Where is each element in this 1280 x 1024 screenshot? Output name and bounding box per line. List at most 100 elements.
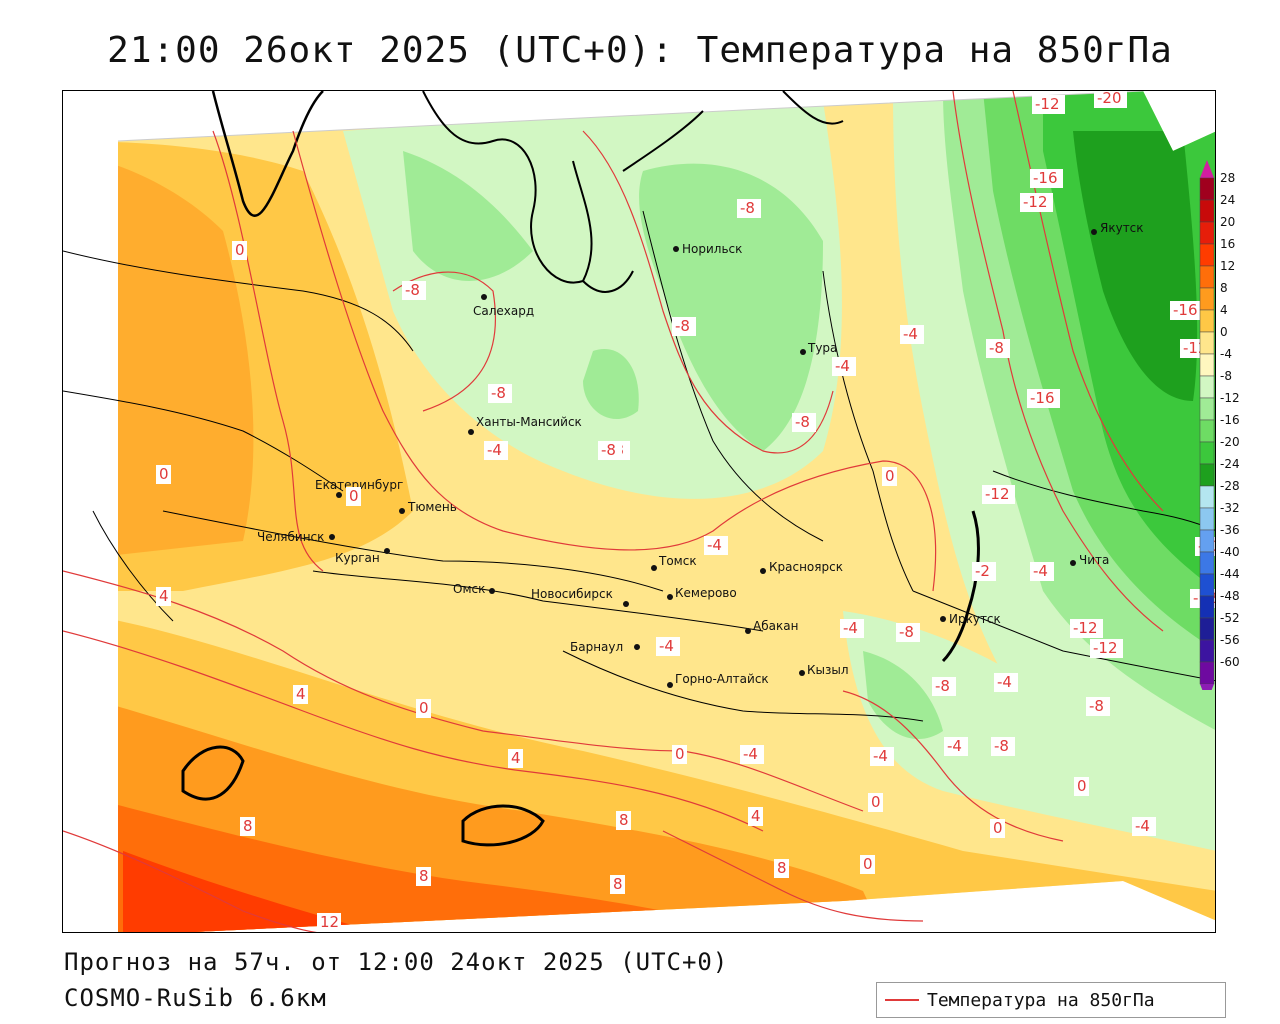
contour-label-background	[932, 677, 956, 696]
contour-label: 4	[293, 685, 308, 704]
contour-label-text: -4	[843, 619, 858, 637]
contour-label: -8	[488, 384, 512, 403]
map-panel[interactable]: Норильск Якутск Салехард Тура Ханты-Манс…	[62, 90, 1216, 933]
colorbar-tick-label: -44	[1220, 567, 1240, 581]
contour-label-background	[616, 811, 631, 830]
city-irkutsk[interactable]: Иркутск	[940, 612, 1001, 626]
city-label: Челябинск	[257, 530, 324, 544]
colorbar-cell	[1199, 221, 1215, 245]
contour-label: -2	[972, 562, 996, 581]
city-yekaterinburg[interactable]: Екатеринбург	[315, 478, 403, 498]
contour-label: -4	[900, 325, 924, 344]
contour-label: 8	[774, 859, 789, 878]
city-dot	[760, 568, 766, 574]
colorbar: 28 24 20 16 12 8 4 0 -4 -8 -12 -16 -20 -24 -28 -32 -36 -4…	[1199, 160, 1240, 690]
contour-label-background	[900, 325, 924, 344]
contour-label-text: -12	[1093, 639, 1118, 657]
contour-label-text: -4	[1033, 562, 1048, 580]
contour-label-background	[944, 737, 968, 756]
contour-label: -12	[1070, 619, 1103, 638]
city-norilsk[interactable]: Норильск	[673, 242, 742, 256]
contour-label: 0	[990, 819, 1005, 838]
contour-label-text: -4	[997, 673, 1012, 691]
city-kyzyl[interactable]: Кызыл	[799, 663, 849, 677]
colorbar-tick-label: 28	[1220, 171, 1235, 185]
contour-label-background	[972, 562, 996, 581]
colorbar-tick-label: 20	[1220, 215, 1235, 229]
city-dot	[940, 616, 946, 622]
map-title: 21:00 26окт 2025 (UTC+0): Температура на…	[107, 30, 1173, 71]
colorbar-cell	[1199, 441, 1215, 465]
contour-label-background	[1170, 301, 1203, 320]
city-dot	[399, 508, 405, 514]
contour-label: 0	[1074, 777, 1089, 796]
contour-label-text: 12	[320, 913, 339, 931]
city-tyumen[interactable]: Тюмень	[399, 500, 457, 514]
city-chita[interactable]: Чита	[1070, 553, 1109, 567]
city-salekhard[interactable]: Салехард	[473, 294, 534, 318]
contour-label-background	[1094, 91, 1127, 108]
colorbar-tick-label: -16	[1220, 413, 1240, 427]
colorbar-tick-label: 8	[1220, 281, 1228, 295]
city-novosibirsk[interactable]: Новосибирск	[531, 587, 629, 607]
city-omsk[interactable]: Омск	[453, 582, 495, 596]
contour-label: 4	[156, 587, 171, 606]
colorbar-cell	[1199, 375, 1215, 399]
contour-label-background	[1086, 697, 1110, 716]
contour-label-text: -4	[487, 441, 502, 459]
contour-label: 12	[317, 913, 341, 932]
city-kemerovo[interactable]: Кемерово	[667, 586, 737, 600]
contour-label-text: -4	[947, 737, 962, 755]
city-dot	[481, 294, 487, 300]
contour-label-text: -4	[1135, 817, 1150, 835]
colorbar-cell	[1199, 243, 1215, 267]
contour-label: -12	[1020, 193, 1053, 212]
contour-label-background	[1132, 817, 1156, 836]
temperature-field	[118, 91, 1215, 932]
city-dot	[329, 534, 335, 540]
contour-label: -12	[1032, 95, 1065, 114]
city-tura[interactable]: Тура	[800, 341, 837, 355]
city-kurgan[interactable]: Курган	[335, 548, 390, 565]
contour-label-text: -8	[405, 281, 420, 299]
contour-label-background	[402, 281, 426, 300]
contour-label: -16	[1170, 301, 1203, 320]
contour-label: 8	[240, 817, 255, 836]
city-label: Барнаул	[570, 640, 623, 654]
contour-label-background	[317, 913, 341, 932]
colorbar-cell	[1199, 419, 1215, 443]
city-barnaul[interactable]: Барнаул	[570, 640, 640, 654]
colorbar-tick-label: -4	[1220, 347, 1232, 361]
coastlines	[181, 91, 980, 847]
city-abakan[interactable]: Абакан	[745, 619, 798, 634]
city-gorno-altaysk[interactable]: Горно-Алтайск	[667, 672, 769, 688]
contour-label-text: -12	[1023, 193, 1048, 211]
colorbar-tick-label: -32	[1220, 501, 1240, 515]
city-dot	[800, 349, 806, 355]
colorbar-tick-label: -48	[1220, 589, 1240, 603]
contour-label-text: -12	[1073, 619, 1098, 637]
colorbar-cell	[1199, 485, 1215, 509]
city-chelyabinsk[interactable]: Челябинск	[257, 530, 335, 544]
contour-label: -4	[740, 745, 764, 764]
contour-label: 4	[508, 749, 523, 768]
colorbar-tick-label: -60	[1220, 655, 1240, 669]
contour-label-text: -4	[835, 357, 850, 375]
city-khanty-mansiysk[interactable]: Ханты-Мансийск	[468, 415, 582, 435]
contour-label-text: 0	[675, 745, 685, 763]
contour-label-background	[748, 807, 763, 826]
city-tomsk[interactable]: Томск	[651, 554, 697, 571]
contour-label-background	[774, 859, 789, 878]
contour-label-background	[1030, 562, 1054, 581]
temperature-map[interactable]: Норильск Якутск Салехард Тура Ханты-Манс…	[63, 91, 1216, 933]
city-label: Ханты-Мансийск	[476, 415, 582, 429]
colorbar-tick-label: -56	[1220, 633, 1240, 647]
city-label: Якутск	[1100, 221, 1144, 235]
contour-label: -8	[672, 317, 696, 336]
city-yakutsk[interactable]: Якутск	[1091, 221, 1144, 235]
contour-label-text: 8	[419, 867, 429, 885]
contour-label-text: -4	[659, 637, 674, 655]
admin-borders	[63, 210, 1215, 722]
city-krasnoyarsk[interactable]: Красноярск	[760, 560, 843, 574]
colorbar-cell	[1199, 353, 1215, 377]
